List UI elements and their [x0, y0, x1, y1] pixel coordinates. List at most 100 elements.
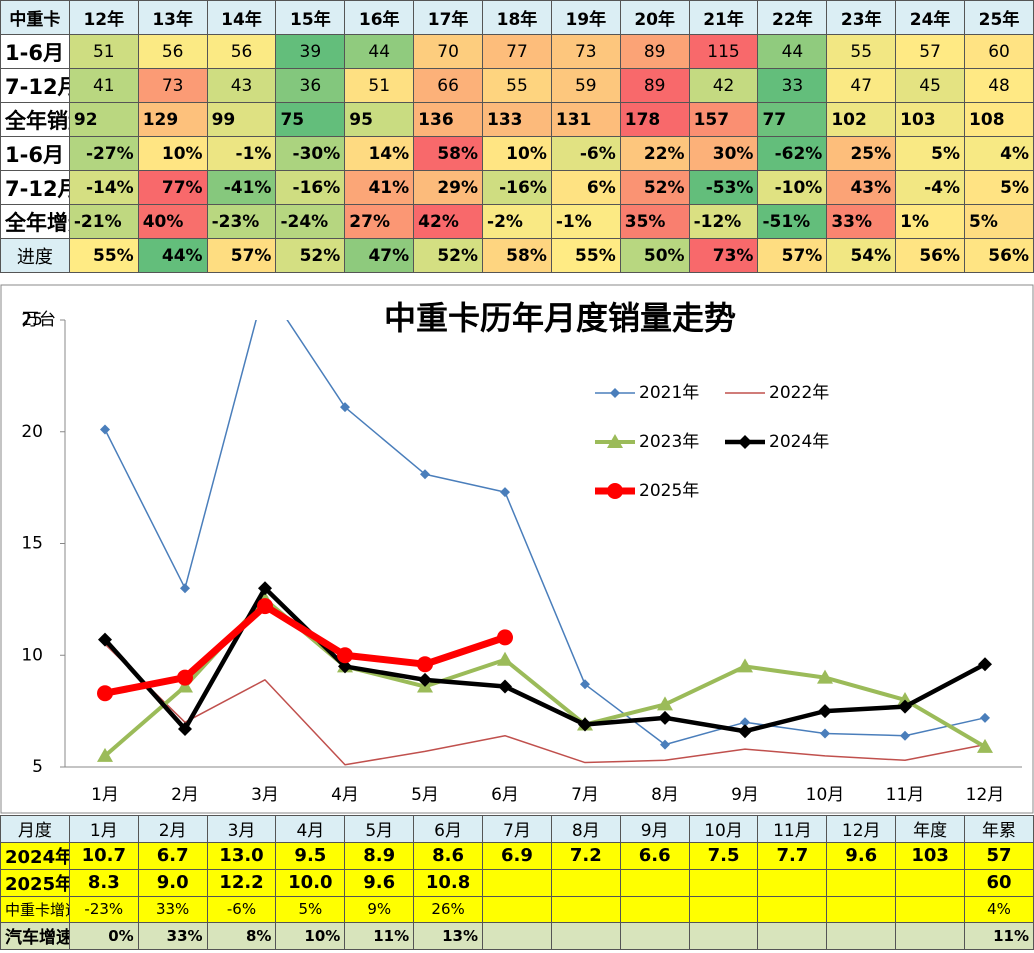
header-cell: 1月 [68, 815, 139, 843]
marker [337, 647, 353, 664]
heat-cell: 89 [619, 34, 690, 69]
cell: 5% [275, 895, 346, 923]
header-cell: 中重卡 [0, 0, 70, 35]
x-tick-label: 3月 [251, 785, 279, 805]
heat-cell: 42 [688, 68, 759, 103]
heat-cell: 58% [482, 238, 552, 273]
cell: 9.6 [344, 868, 415, 897]
heat-cell: -16% [275, 170, 346, 205]
heat-cell: -27% [68, 136, 139, 171]
heat-cell: 44 [344, 34, 415, 69]
heat-cell: 102 [826, 102, 897, 137]
heat-cell: 6% [550, 170, 621, 205]
header-row: 中重卡 12年 13年 14年 15年 16年 17年 18年 19年 20年 21年 22年 23年 2… [0, 0, 1034, 35]
y-tick-label: 10 [21, 645, 43, 665]
heat-cell: -12% [688, 204, 759, 239]
heat-cell: 43 [206, 68, 277, 103]
marker [820, 728, 830, 739]
cell: 9.6 [826, 841, 897, 870]
heat-cell: 35% [619, 204, 690, 239]
row-label: 全年销量 [0, 102, 70, 137]
header-cell: 21年 [688, 0, 759, 35]
heat-cell: -1% [550, 204, 621, 239]
summary-table: 中重卡 12年 13年 14年 15年 16年 17年 18年 19年 20年 21年 22年 23年 2… [0, 0, 1034, 273]
cell [895, 868, 966, 897]
heat-cell: -1% [206, 136, 277, 171]
heat-cell: -10% [757, 170, 828, 205]
series-line [104, 320, 986, 746]
heat-cell: 89 [619, 68, 690, 103]
heat-cell: 51 [68, 34, 139, 69]
cell: 103 [895, 841, 966, 870]
cell [482, 922, 552, 950]
heat-cell: 51 [344, 68, 415, 103]
cell: 8.3 [68, 868, 139, 897]
chart-title: 中重卡历年月度销量走势 [384, 299, 736, 337]
row-label: 2025年 [0, 868, 70, 897]
heat-cell: -53% [688, 170, 759, 205]
cell: 10.0 [275, 868, 346, 897]
cell: 9.0 [137, 868, 208, 897]
cell [826, 922, 897, 950]
header-cell: 8月 [550, 815, 621, 843]
cell [619, 868, 690, 897]
header-cell: 10月 [688, 815, 759, 843]
marker [100, 424, 110, 435]
cell [550, 922, 621, 950]
header-cell: 13年 [137, 0, 208, 35]
heat-cell: 25% [826, 136, 897, 171]
cell [895, 895, 966, 923]
heat-cell: 30% [688, 136, 759, 171]
marker [420, 469, 430, 480]
heat-cell: -51% [757, 204, 828, 239]
cell: 8.6 [413, 841, 484, 870]
header-cell: 22年 [757, 0, 828, 35]
marker [178, 722, 192, 737]
legend-label: 2023年 [639, 432, 699, 452]
cell: 10.7 [68, 841, 139, 870]
marker [738, 724, 752, 739]
heat-cell: 54% [826, 238, 897, 273]
cell: 57 [964, 841, 1034, 870]
marker [610, 388, 620, 398]
heat-cell: 52% [413, 238, 484, 273]
heat-cell: -2% [482, 204, 552, 239]
row-label: 汽车增速 [0, 922, 70, 950]
heat-cell: -23% [206, 204, 277, 239]
marker [497, 651, 513, 666]
y-tick-label: 5 [32, 757, 43, 777]
marker [817, 669, 833, 684]
marker [498, 679, 512, 694]
heat-cell: 55% [550, 238, 621, 273]
heat-cell: -14% [68, 170, 139, 205]
header-cell: 17年 [413, 0, 484, 35]
heat-cell: 5% [964, 170, 1034, 205]
cell [757, 895, 828, 923]
marker [497, 629, 513, 646]
cell: 8.9 [344, 841, 415, 870]
heat-cell: 56% [895, 238, 966, 273]
cell: 8% [206, 922, 277, 950]
cell: 10.8 [413, 868, 484, 897]
row-label: 中重卡增速 [0, 895, 70, 923]
heat-cell: 59 [550, 68, 621, 103]
cell [550, 895, 621, 923]
cell: -6% [206, 895, 277, 923]
marker [737, 658, 753, 673]
cell [619, 922, 690, 950]
legend-label: 2024年 [769, 432, 829, 452]
heat-cell: 56% [964, 238, 1034, 273]
cell: 4% [964, 895, 1034, 923]
cell [482, 895, 552, 923]
marker [258, 581, 272, 596]
cell: 6.9 [482, 841, 552, 870]
x-tick-label: 11月 [886, 785, 925, 805]
marker [580, 679, 590, 690]
heat-cell: -62% [757, 136, 828, 171]
legend-label: 2025年 [639, 481, 699, 501]
table-row: 全年增速-21%40%-23%-24%27%42%-2%-1%35%-12%-5… [0, 204, 1034, 239]
heat-cell: 36 [275, 68, 346, 103]
cell: 6.6 [619, 841, 690, 870]
heat-cell: -24% [275, 204, 346, 239]
x-tick-label: 1月 [91, 785, 119, 805]
